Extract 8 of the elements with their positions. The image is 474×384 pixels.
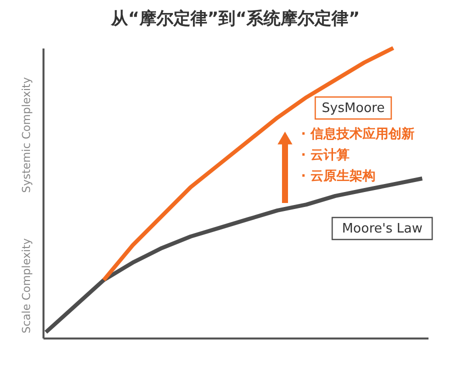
- annotation: · 云原生架构: [301, 168, 376, 184]
- chart-title: 从“摩尔定律”到“系统摩尔定律”: [110, 9, 360, 29]
- text: Moore's Law: [342, 222, 423, 236]
- series-label: SysMoore: [322, 101, 385, 116]
- text: Scale Complexity: [20, 238, 33, 334]
- text: Systemic Complexity: [20, 76, 33, 193]
- annotation: · 信息技术应用创新: [301, 126, 414, 142]
- annotation: · 云计算: [301, 148, 350, 163]
